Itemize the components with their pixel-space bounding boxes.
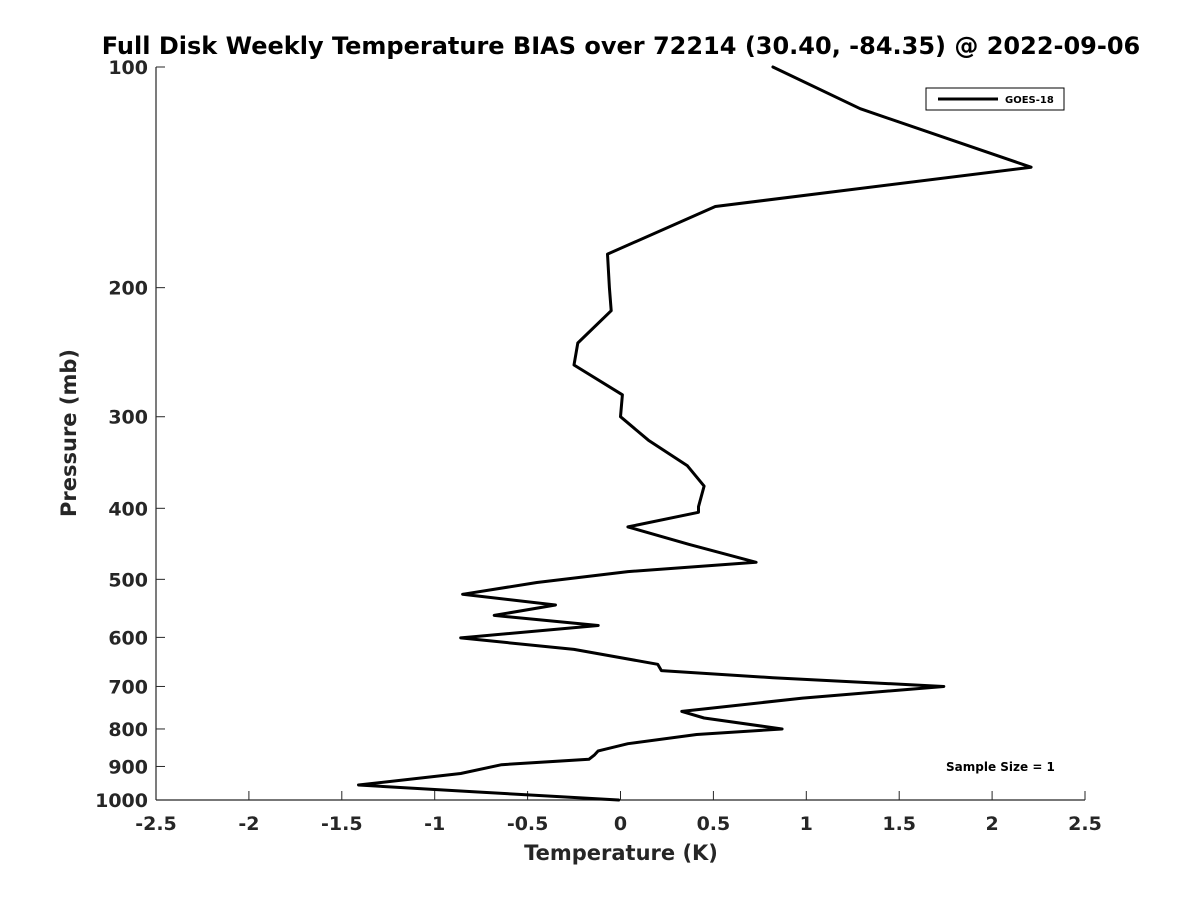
x-tick-label: 1.5 xyxy=(882,813,916,835)
y-tick-label: 200 xyxy=(108,278,148,300)
y-tick-label: 600 xyxy=(108,627,148,649)
y-tick-label: 400 xyxy=(108,498,148,520)
sample-size-annotation: Sample Size = 1 xyxy=(946,760,1055,774)
x-tick-label: -2.5 xyxy=(135,813,177,835)
legend-label-goes-18: GOES-18 xyxy=(1005,95,1054,106)
x-tick-label: 2.5 xyxy=(1068,813,1102,835)
y-tick-label: 300 xyxy=(108,407,148,429)
y-tick-label: 800 xyxy=(108,719,148,741)
x-tick-label: 0.5 xyxy=(697,813,731,835)
legend: GOES-18 xyxy=(925,87,1065,111)
x-axis: -2.5 -2 -1.5 -1 -0.5 0 0.5 1 1.5 2 2.5 xyxy=(135,791,1102,835)
x-tick-label: 0 xyxy=(614,813,627,835)
x-axis-label: Temperature (K) xyxy=(524,841,718,865)
x-tick-label: -2 xyxy=(238,813,259,835)
y-tick-label: 100 xyxy=(108,57,148,79)
x-tick-label: -1.5 xyxy=(321,813,363,835)
series-line-goes-18 xyxy=(357,65,1033,802)
y-axis: 100 200 300 400 500 600 700 800 900 1000 xyxy=(95,57,165,812)
plot-area xyxy=(156,67,1085,800)
y-tick-label: 700 xyxy=(108,676,148,698)
x-tick-label: -0.5 xyxy=(507,813,549,835)
x-tick-label: -1 xyxy=(424,813,445,835)
x-tick-label: 1 xyxy=(800,813,813,835)
y-tick-label: 1000 xyxy=(95,790,148,812)
chart-title: Full Disk Weekly Temperature BIAS over 7… xyxy=(102,32,1141,60)
y-tick-label: 500 xyxy=(108,569,148,591)
x-tick-label: 2 xyxy=(985,813,998,835)
y-axis-label: Pressure (mb) xyxy=(57,349,81,517)
y-tick-label: 900 xyxy=(108,756,148,778)
series-layer xyxy=(357,65,1033,802)
